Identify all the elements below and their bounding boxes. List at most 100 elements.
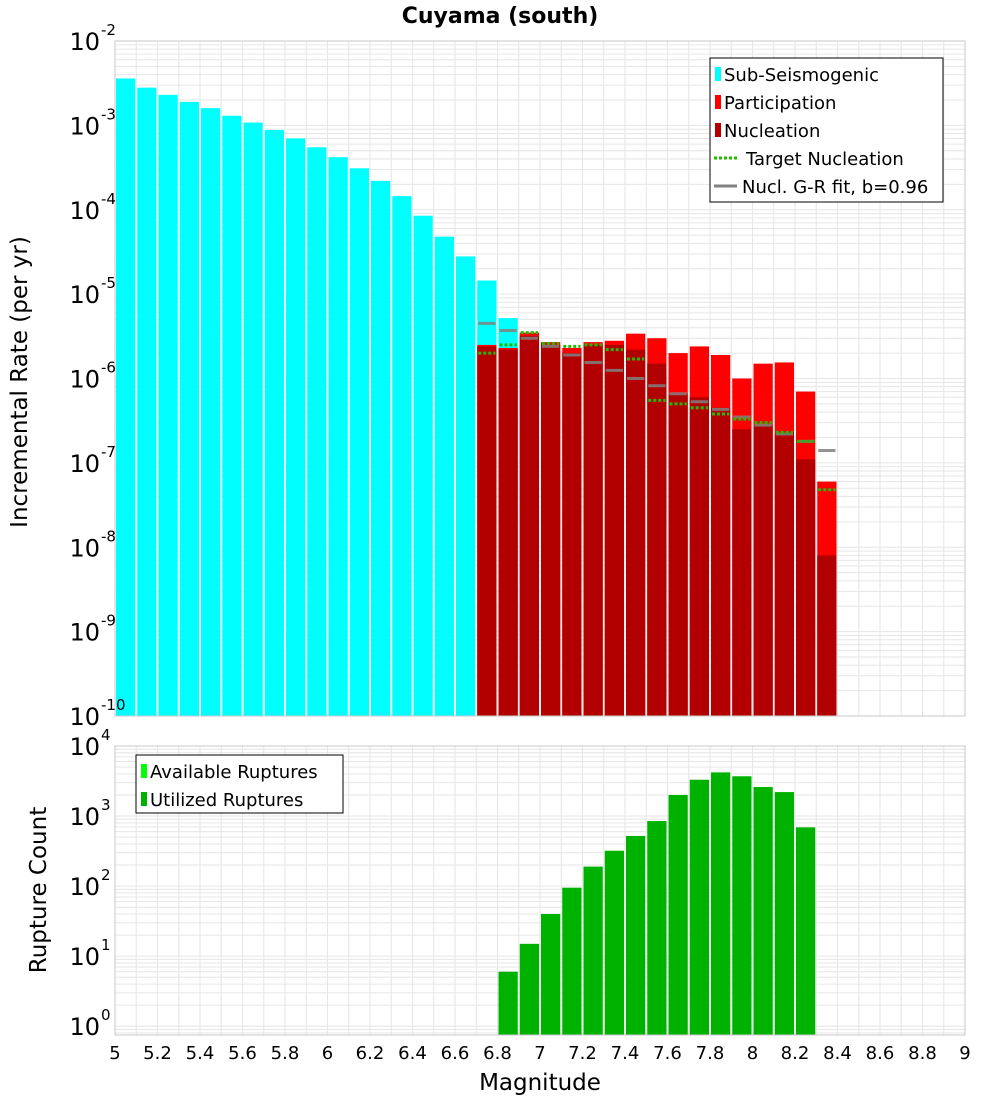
utilized-ruptures-bar	[519, 943, 539, 1035]
x-tick-label: 5.6	[228, 1043, 257, 1064]
rate-y-axis-label: Incremental Rate (per yr)	[7, 236, 33, 528]
count-y-tick-label: 10	[69, 1013, 100, 1041]
rate-legend-swatch	[715, 95, 721, 109]
utilized-ruptures-bar	[753, 786, 773, 1035]
rate-y-tick-exponent: -6	[101, 359, 116, 377]
nucleation-bar	[817, 555, 837, 716]
count-legend: Available Ruptures Utilized Ruptures	[135, 754, 344, 814]
x-tick-label: 7.6	[653, 1043, 682, 1064]
x-tick-label: 6.4	[398, 1043, 427, 1064]
rate-bars	[116, 78, 837, 717]
rate-legend: Sub-Seismogenic Participation Nucleation Ta…	[709, 57, 944, 203]
sub-seismogenic-bar	[307, 147, 327, 717]
count-y-tick-exponent: 1	[101, 936, 111, 954]
nucleation-bar	[668, 394, 688, 716]
nucleation-bar	[689, 397, 709, 716]
count-y-tick-label: 10	[69, 733, 100, 761]
x-tick-label: 9	[959, 1043, 970, 1064]
utilized-ruptures-bar	[583, 866, 603, 1035]
nucleation-bar	[732, 429, 752, 716]
count-y-tick-label: 10	[69, 943, 100, 971]
x-tick-label: 8.8	[908, 1043, 937, 1064]
count-legend-label: Available Ruptures	[150, 762, 318, 783]
utilized-ruptures-bar	[647, 821, 667, 1035]
x-tick-label: 8	[747, 1043, 758, 1064]
sub-seismogenic-bar	[201, 108, 221, 717]
utilized-ruptures-bar	[562, 887, 582, 1035]
rate-legend-label: Sub-Seismogenic	[724, 65, 879, 86]
rate-legend-label: Nucl. G-R fit, b=0.96	[742, 177, 928, 198]
count-y-tick-exponent: 4	[101, 726, 111, 744]
sub-seismogenic-bar	[116, 78, 136, 717]
sub-seismogenic-bar	[286, 138, 306, 717]
x-tick-label: 8.4	[823, 1043, 852, 1064]
x-tick-label: 7.2	[568, 1043, 597, 1064]
nucleation-bar	[498, 349, 518, 716]
rate-panel: 10-210-310-410-510-610-710-810-910-10 In…	[7, 21, 966, 731]
rate-legend-label: Participation	[724, 93, 836, 114]
x-tick-label: 7.4	[611, 1043, 640, 1064]
x-tick-label: 5.8	[271, 1043, 300, 1064]
rate-fit-lines	[478, 321, 836, 492]
rate-y-tick-exponent: -3	[101, 105, 116, 123]
sub-seismogenic-bar	[371, 180, 391, 716]
rate-legend-swatch	[715, 67, 721, 81]
nucleation-bar	[796, 459, 816, 716]
x-tick-label: 6.2	[356, 1043, 385, 1064]
x-tick-label: 7.8	[696, 1043, 725, 1064]
nucleation-bar	[477, 346, 497, 716]
sub-seismogenic-bar	[264, 130, 284, 717]
rate-legend-swatch	[715, 123, 721, 137]
nucleation-bar	[753, 425, 773, 716]
sub-seismogenic-bar	[413, 215, 433, 717]
count-legend-swatch	[141, 792, 147, 806]
rate-y-tick-exponent: -5	[101, 274, 116, 292]
nucleation-bar	[519, 335, 539, 716]
x-tick-label: 6	[322, 1043, 333, 1064]
rate-y-tick-label: 10	[69, 450, 100, 478]
rate-legend-frame	[709, 57, 944, 203]
x-tick-labels: 5 5.2 5.4 5.6 5.8 6 6.2 6.4 6.6 6.8 7 7.2 7.4 7.6 7.8 8…	[109, 1043, 970, 1064]
count-y-axis-label: Rupture Count	[26, 807, 52, 973]
rate-legend-label: Target Nucleation	[745, 149, 904, 170]
nucleation-bar	[562, 353, 582, 716]
x-tick-label: 6.6	[441, 1043, 470, 1064]
nucleation-bar	[774, 432, 794, 716]
count-legend-swatch	[141, 764, 147, 778]
x-tick-label: 8.6	[866, 1043, 895, 1064]
nucleation-bar	[604, 344, 624, 716]
rate-y-tick-label: 10	[69, 197, 100, 225]
count-legend-label: Utilized Ruptures	[150, 790, 303, 811]
chart-title: Cuyama (south)	[402, 4, 599, 29]
sub-seismogenic-bar	[456, 256, 476, 716]
count-bars	[498, 772, 816, 1035]
utilized-ruptures-bar	[604, 850, 624, 1035]
sub-seismogenic-bar	[349, 168, 369, 716]
count-y-tick-exponent: 0	[101, 1006, 111, 1024]
count-y-tick-exponent: 3	[101, 796, 111, 814]
rate-y-tick-exponent: -8	[101, 527, 116, 545]
sub-seismogenic-bar	[158, 94, 178, 716]
rate-y-tick-label: 10	[69, 619, 100, 647]
sub-seismogenic-bar	[392, 196, 412, 716]
sub-seismogenic-bar	[179, 101, 199, 716]
utilized-ruptures-bar	[711, 772, 731, 1035]
rate-plot-frame	[114, 40, 966, 717]
rate-y-ticks: 10-210-310-410-510-610-710-810-910-10	[69, 21, 125, 731]
x-axis-label: Magnitude	[479, 1070, 601, 1096]
sub-seismogenic-bar	[434, 236, 454, 716]
utilized-ruptures-bar	[732, 776, 752, 1035]
sub-seismogenic-bar	[137, 87, 157, 716]
nucleation-bar	[583, 344, 603, 716]
rate-y-tick-exponent: -4	[101, 190, 116, 208]
utilized-ruptures-bar	[668, 794, 688, 1035]
rate-y-tick-label: 10	[69, 534, 100, 562]
rate-y-tick-label: 10	[69, 703, 100, 731]
rate-y-tick-label: 10	[69, 28, 100, 56]
utilized-ruptures-bar	[541, 914, 561, 1035]
rate-y-tick-exponent: -7	[101, 443, 116, 461]
rate-legend-label: Nucleation	[724, 121, 820, 142]
nucleation-bar	[711, 407, 731, 716]
